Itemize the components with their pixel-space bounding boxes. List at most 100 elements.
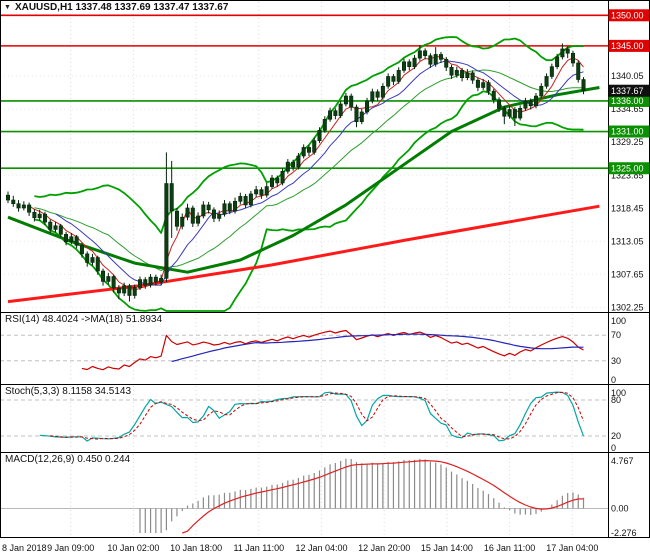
svg-text:1307.65: 1307.65 — [611, 269, 644, 279]
candle — [555, 56, 560, 67]
candle — [370, 91, 375, 102]
candle — [122, 285, 127, 294]
rsi-indicator-label: RSI(14) 48.4024 ->MA(18) 51.8934 — [5, 314, 163, 325]
price-badge — [608, 94, 650, 107]
candle — [64, 234, 69, 242]
ma_red_wide — [7, 204, 600, 304]
candle — [291, 161, 296, 168]
symbol-dropdown-icon[interactable]: ▼ — [4, 4, 11, 11]
price-badge — [608, 125, 650, 138]
candle — [85, 253, 90, 263]
svg-text:1331.00: 1331.00 — [611, 127, 644, 137]
level-lines-layer — [0, 14, 608, 170]
svg-text:1329.25: 1329.25 — [611, 137, 644, 147]
candle — [365, 100, 370, 113]
price-badge — [608, 162, 650, 175]
candle — [343, 95, 348, 105]
candle — [549, 66, 554, 77]
time-label: 17 Jan 04:00 — [546, 543, 599, 553]
price-badge — [608, 39, 650, 52]
candle — [412, 57, 417, 67]
candle — [153, 276, 158, 283]
svg-text:80: 80 — [611, 395, 621, 405]
svg-text:1350.00: 1350.00 — [611, 10, 644, 20]
price-badge — [608, 9, 650, 22]
candle — [37, 213, 42, 219]
candle — [16, 203, 21, 209]
candle — [127, 285, 132, 296]
candle — [174, 210, 179, 227]
candle — [21, 204, 26, 209]
svg-text:-2.276: -2.276 — [611, 528, 637, 538]
candle — [248, 193, 253, 206]
candle — [576, 62, 581, 80]
svg-text:0: 0 — [611, 375, 616, 385]
stochastic-panel — [0, 391, 608, 442]
candle — [428, 55, 433, 65]
candle — [58, 225, 63, 235]
candle — [449, 66, 454, 76]
grid-layer — [0, 2, 608, 536]
price-axis: 1340.05 1334.65 1329.25 1323.85 1318.45 1313.… — [608, 9, 650, 538]
candle — [90, 257, 95, 263]
svg-text:1337.67: 1337.67 — [611, 86, 644, 96]
candle — [380, 85, 385, 98]
candle — [6, 194, 11, 201]
candle — [238, 196, 243, 202]
candle — [433, 54, 438, 65]
candle — [53, 225, 58, 230]
candle — [164, 183, 169, 279]
candle — [465, 72, 470, 78]
time-axis: 8 Jan 2018 9 Jan 09:00 10 Jan 02:00 10 Jan … — [0, 538, 650, 560]
candle — [518, 107, 523, 119]
candle — [42, 213, 47, 223]
svg-text:1345.00: 1345.00 — [611, 41, 644, 51]
svg-text:1323.85: 1323.85 — [611, 170, 644, 180]
candle — [375, 91, 380, 98]
candle — [233, 200, 238, 212]
candle — [391, 76, 396, 82]
candle — [312, 140, 317, 153]
candle — [423, 50, 428, 56]
candle — [481, 82, 486, 88]
candle — [211, 209, 216, 219]
candle — [116, 287, 121, 294]
candle — [106, 276, 111, 282]
time-label: 8 Jan 2018 — [2, 543, 47, 553]
candle — [111, 276, 116, 289]
svg-text:1318.45: 1318.45 — [611, 203, 644, 213]
candle — [275, 177, 280, 184]
svg-text:1334.65: 1334.65 — [611, 104, 644, 114]
candle — [333, 110, 338, 116]
candle — [69, 236, 74, 242]
candle — [560, 48, 565, 58]
candle — [227, 203, 232, 212]
candle — [296, 155, 301, 168]
candle — [581, 79, 586, 92]
candle — [196, 215, 201, 224]
candle — [497, 99, 502, 109]
candle — [338, 103, 343, 116]
candle — [528, 100, 533, 107]
candle — [401, 61, 406, 71]
chart-header: ▼ XAUUSD,H1 1337.48 1337.69 1337.47 1337… — [4, 2, 228, 13]
price-badge — [608, 84, 650, 97]
svg-text:100: 100 — [611, 316, 626, 326]
candle — [512, 109, 517, 119]
candle — [475, 79, 480, 88]
candle — [523, 100, 528, 109]
candle — [243, 196, 248, 206]
candle — [11, 199, 16, 205]
chart-canvas[interactable]: 1340.05 1334.65 1329.25 1323.85 1318.45 1313.… — [0, 0, 650, 538]
candle — [148, 276, 153, 286]
candle — [254, 189, 259, 195]
candle — [180, 216, 185, 227]
candle — [570, 52, 575, 64]
svg-text:20: 20 — [611, 431, 621, 441]
time-label: 15 Jan 14:00 — [420, 543, 473, 553]
candle — [444, 59, 449, 68]
svg-text:70: 70 — [611, 330, 621, 340]
candle — [454, 70, 459, 76]
candle — [396, 70, 401, 82]
svg-text:4.767: 4.767 — [611, 456, 634, 466]
